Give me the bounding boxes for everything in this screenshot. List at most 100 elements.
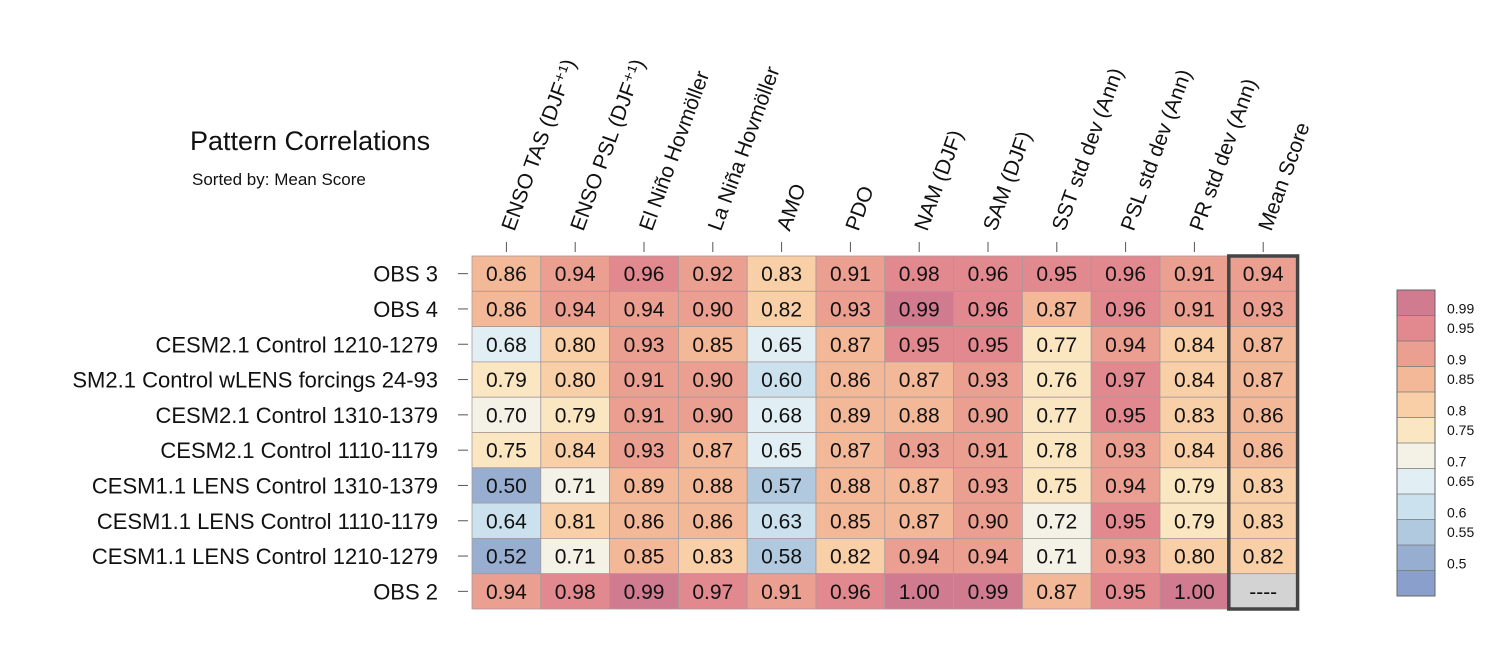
colorbar-swatch	[1397, 290, 1435, 316]
cell-value-label: 0.82	[830, 546, 871, 569]
cell-value-label: 0.78	[1036, 440, 1077, 463]
row-label: OBS 2	[373, 579, 438, 604]
heatmap-cell	[540, 502, 610, 539]
heatmap-cell	[1159, 573, 1230, 610]
colorbar-tick-label: 0.9	[1447, 352, 1467, 368]
cell-value-label: 0.93	[968, 475, 1009, 498]
heatmap-cell	[1228, 361, 1299, 398]
colorbar-tick-label: 0.6	[1447, 505, 1467, 521]
cell-value-label: 0.83	[1174, 404, 1215, 427]
cell-value-label: 0.84	[1174, 440, 1215, 463]
cell-value-label: 0.86	[486, 298, 527, 321]
cell-value-label: 0.50	[486, 475, 527, 498]
cell-value-label: 0.87	[1036, 298, 1077, 321]
cell-value-label: 0.77	[1036, 334, 1077, 357]
cell-value-label: 0.87	[1243, 334, 1284, 357]
column-label: Mean Score	[1254, 119, 1314, 233]
heatmap-cell	[884, 255, 954, 292]
cell-value-label: 0.87	[1036, 581, 1077, 604]
heatmap-cell	[609, 467, 679, 504]
row-label: OBS 4	[373, 297, 438, 322]
chart-title: Pattern Correlations	[190, 126, 431, 156]
heatmap-cell	[1159, 396, 1230, 433]
heatmap-cell	[815, 290, 886, 327]
heatmap-cell	[953, 432, 1023, 469]
cell-value-label: 0.80	[555, 369, 596, 392]
column-label: La Niña Hovmöller	[704, 64, 785, 234]
cell-value-label: 0.70	[486, 404, 527, 427]
row-label: CESM2.1 Control 1210-1279	[156, 332, 439, 357]
heatmap-cell	[1090, 538, 1161, 575]
cell-value-label: 0.71	[555, 546, 596, 569]
heatmap-cell	[678, 538, 748, 575]
cell-value-label: 0.96	[830, 581, 871, 604]
heatmap-cell	[1228, 290, 1299, 327]
heatmap-cell	[678, 326, 748, 363]
cell-value-label: 0.82	[1243, 546, 1284, 569]
cell-value-label: 0.84	[555, 440, 596, 463]
cell-value-label: 0.79	[1174, 510, 1215, 533]
heatmap-cell	[540, 290, 610, 327]
cell-value-label: 0.87	[830, 440, 871, 463]
heatmap-cell	[815, 538, 886, 575]
heatmap-cell	[609, 326, 679, 363]
cell-value-label: 0.96	[1105, 298, 1146, 321]
heatmap-cell	[953, 538, 1023, 575]
cell-value-label: 0.96	[968, 298, 1009, 321]
cell-value-label: 0.90	[692, 369, 733, 392]
cell-value-label: 0.83	[761, 263, 802, 286]
heatmap-cell	[1090, 502, 1161, 539]
cell-value-label: 0.94	[624, 298, 665, 321]
heatmap-cell	[471, 432, 542, 469]
cell-value-label: 0.94	[1105, 334, 1146, 357]
colorbar-swatch	[1397, 392, 1435, 418]
heatmap-cell	[1090, 361, 1161, 398]
cell-value-label: 0.87	[830, 334, 871, 357]
heatmap-cell	[471, 361, 542, 398]
cell-value-label: 0.77	[1036, 404, 1077, 427]
cell-value-label: 0.68	[761, 404, 802, 427]
cell-value-label: 0.89	[830, 404, 871, 427]
cell-value-label: 0.97	[1105, 369, 1146, 392]
cell-value-label: ----	[1249, 581, 1277, 604]
column-label: PR std dev (Ann)	[1185, 76, 1261, 234]
heatmap-cell	[1228, 538, 1299, 575]
row-label: CESM2.1 Control 1110-1179	[160, 438, 438, 463]
column-label: PDO	[841, 183, 878, 234]
heatmap-cell	[609, 502, 679, 539]
row-label: CESM1.1 LENS Control 1310-1379	[92, 473, 438, 498]
heatmap-cell	[540, 573, 610, 610]
cell-value-label: 0.98	[899, 263, 940, 286]
cell-value-label: 0.94	[555, 298, 596, 321]
heatmap-cell	[884, 290, 954, 327]
cell-value-label: 0.89	[624, 475, 665, 498]
mean-score-highlight-box	[1227, 254, 1300, 611]
column-label: NAM (DJF)	[910, 127, 968, 234]
cell-value-label: 0.84	[1174, 369, 1215, 392]
heatmap-cell	[678, 396, 748, 433]
cell-value-label: 0.83	[1243, 475, 1284, 498]
cell-value-label: 0.71	[1036, 546, 1077, 569]
cell-value-label: 0.84	[1174, 334, 1215, 357]
heatmap-cell	[1159, 290, 1230, 327]
cell-value-label: 0.58	[761, 546, 802, 569]
cell-value-label: 0.88	[692, 475, 733, 498]
colorbar-swatch	[1397, 315, 1435, 341]
cell-value-label: 0.97	[692, 581, 733, 604]
cell-value-label: 0.91	[968, 440, 1009, 463]
cell-value-label: 0.86	[486, 263, 527, 286]
chart-subtitle: Sorted by: Mean Score	[192, 170, 366, 189]
colorbar-tick-label: 0.7	[1447, 454, 1467, 470]
cell-value-label: 0.93	[1243, 298, 1284, 321]
cell-value-label: 0.93	[624, 440, 665, 463]
cell-value-label: 0.93	[1105, 440, 1146, 463]
colorbar-swatch	[1397, 519, 1435, 545]
cell-value-label: 0.75	[1036, 475, 1077, 498]
heatmap-cell	[678, 502, 748, 539]
row-label: CESM1.1 LENS Control 1110-1179	[97, 509, 438, 534]
heatmap-cell	[1159, 361, 1230, 398]
colorbar-tick-label: 0.65	[1447, 473, 1474, 489]
cell-value-label: 0.86	[830, 369, 871, 392]
heatmap-cell	[1090, 432, 1161, 469]
cell-value-label: 0.94	[899, 546, 940, 569]
